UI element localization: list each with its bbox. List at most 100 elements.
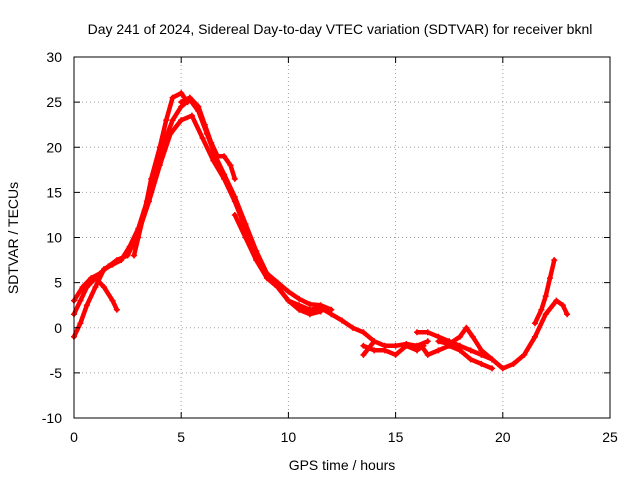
series-line (131, 90, 190, 258)
data-point (113, 257, 120, 264)
data-point (221, 175, 228, 182)
data-point (546, 275, 553, 282)
data-point (456, 333, 463, 340)
y-tick-label: -5 (50, 365, 63, 381)
data-point (141, 207, 148, 214)
data-point (135, 234, 142, 241)
data-point (435, 338, 442, 345)
data-point (131, 252, 138, 259)
series-line (71, 97, 377, 344)
data-point (285, 297, 292, 304)
chart-title: Day 241 of 2024, Sidereal Day-to-day VTE… (88, 21, 593, 37)
data-point (456, 347, 463, 354)
data-point (109, 297, 116, 304)
data-point (392, 342, 399, 349)
data-point (83, 302, 90, 309)
data-point (231, 211, 238, 218)
data-point (446, 340, 453, 347)
data-point (424, 338, 431, 345)
data-point (124, 252, 131, 259)
y-tick-label: 20 (46, 139, 62, 155)
data-point (188, 112, 195, 119)
data-point (169, 117, 176, 124)
x-tick-label: 5 (177, 429, 185, 445)
data-point (285, 288, 292, 295)
data-point (296, 306, 303, 313)
y-tick-label: 0 (54, 320, 62, 336)
data-point (371, 338, 378, 345)
data-point (96, 270, 103, 277)
data-point (92, 284, 99, 291)
data-point (242, 234, 249, 241)
data-point (414, 347, 421, 354)
y-tick-label: 10 (46, 230, 62, 246)
x-axis-label: GPS time / hours (289, 457, 396, 473)
series-line (436, 298, 570, 371)
data-point (178, 117, 185, 124)
data-point (392, 351, 399, 358)
data-point (169, 94, 176, 101)
data-point (77, 297, 84, 304)
data-point (542, 311, 549, 318)
data-point (199, 135, 206, 142)
data-point (435, 347, 442, 354)
data-point (101, 284, 108, 291)
y-tick-label: -10 (42, 410, 62, 426)
data-point (263, 275, 270, 282)
data-point (328, 306, 335, 313)
data-point (478, 347, 485, 354)
data-point (178, 99, 185, 106)
data-point (559, 302, 566, 309)
x-tick-label: 20 (495, 429, 511, 445)
data-point (105, 263, 112, 270)
data-point (403, 342, 410, 349)
data-point (553, 297, 560, 304)
data-point (317, 308, 324, 315)
data-point (531, 320, 538, 327)
data-point (113, 306, 120, 313)
data-point (339, 317, 345, 324)
data-point (201, 121, 208, 128)
data-point (418, 342, 425, 349)
data-point (542, 293, 549, 300)
data-point (306, 301, 313, 308)
x-tick-label: 10 (281, 429, 297, 445)
data-point (274, 284, 281, 291)
data-point (360, 342, 367, 349)
data-point (467, 347, 474, 354)
data-point (478, 360, 485, 367)
data-point (538, 306, 545, 313)
data-point (306, 311, 313, 318)
data-point (296, 295, 303, 302)
data-point (167, 130, 174, 137)
data-point (221, 153, 228, 160)
data-point (178, 90, 185, 97)
data-point (499, 365, 506, 372)
series-line (178, 95, 238, 182)
y-tick-label: 5 (54, 275, 62, 291)
data-point (424, 329, 431, 336)
data-point (551, 257, 558, 264)
data-point (92, 275, 99, 282)
data-point (253, 257, 260, 264)
data-point (186, 94, 193, 101)
data-point (214, 153, 221, 160)
data-point (467, 356, 474, 363)
data-point (83, 284, 90, 291)
data-point (317, 302, 324, 309)
data-point (371, 347, 378, 354)
y-tick-label: 30 (46, 49, 62, 65)
data-point (77, 320, 84, 327)
data-point (231, 198, 238, 205)
data-point (531, 333, 538, 340)
data-point (156, 144, 163, 151)
y-axis-label: SDTVAR / TECUs (5, 182, 21, 294)
data-point (148, 175, 155, 182)
data-point (360, 351, 367, 358)
data-point (564, 311, 571, 318)
data-point (195, 103, 202, 110)
data-point (414, 329, 421, 336)
data-point (381, 347, 388, 354)
x-tick-label: 0 (70, 429, 78, 445)
